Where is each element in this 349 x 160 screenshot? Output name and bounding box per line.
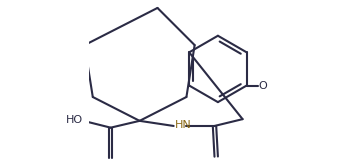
Text: HN: HN bbox=[174, 120, 191, 130]
Text: HO: HO bbox=[66, 115, 83, 125]
Text: O: O bbox=[258, 80, 267, 91]
